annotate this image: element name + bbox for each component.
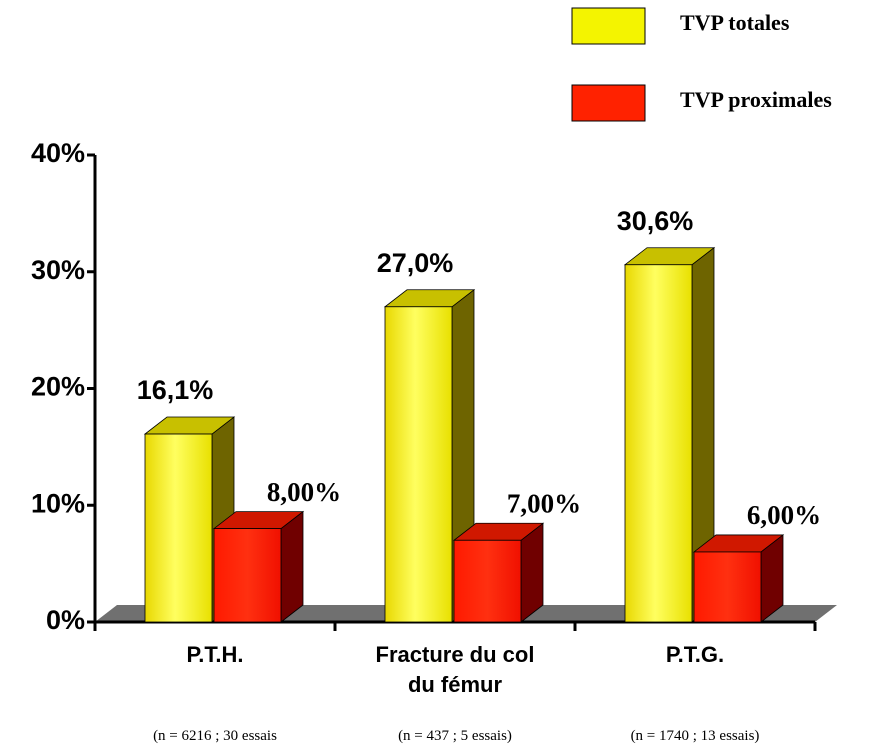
value-label: 16,1% <box>137 375 214 405</box>
bar <box>384 306 453 623</box>
x-tick-label: P.T.G. <box>665 642 725 667</box>
bar <box>453 539 522 623</box>
category-note: (n = 1740 ; 13 essais) <box>630 728 760 744</box>
category-note: (n = 437 ; 5 essais) <box>398 728 512 744</box>
value-label: 27,0% <box>377 248 454 278</box>
value-label: 6,00% <box>747 500 821 530</box>
bar-side <box>280 510 304 623</box>
y-tick-label: 20% <box>31 372 85 402</box>
x-tick-label: P.T.H. <box>186 642 244 667</box>
value-label: 8,00% <box>267 477 341 507</box>
bar <box>144 433 213 623</box>
y-tick-label: 10% <box>31 488 85 518</box>
legend-swatch <box>571 7 646 45</box>
bar <box>624 264 693 623</box>
category-note: (n = 6216 ; 30 essais <box>153 728 277 744</box>
y-tick-label: 30% <box>31 255 85 285</box>
legend-label: TVP proximales <box>680 87 832 112</box>
x-tick-label: Fracture du col du fémur <box>375 642 535 697</box>
value-label: 7,00% <box>507 488 581 518</box>
bar <box>213 528 282 623</box>
y-tick-label: 40% <box>31 138 85 168</box>
value-label: 30,6% <box>617 206 694 236</box>
legend-label: TVP totales <box>680 10 790 35</box>
y-tick-label: 0% <box>46 605 85 635</box>
bar <box>693 551 762 623</box>
legend-swatch <box>571 84 646 122</box>
